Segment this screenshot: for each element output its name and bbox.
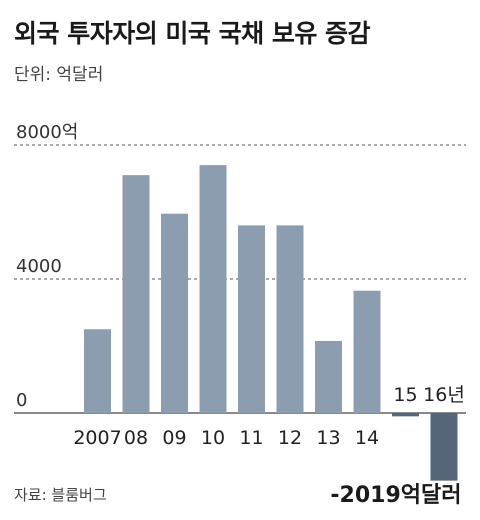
x-tick-label: 14 bbox=[355, 427, 379, 449]
labels: 0 4000 8000억 2007 08 09 10 11 12 13 14 15 16년 -2019억달… bbox=[16, 122, 465, 508]
x-tick-label: 2007 bbox=[73, 427, 121, 449]
bars bbox=[84, 165, 458, 481]
y-tick-label: 4000 bbox=[16, 256, 62, 277]
bar bbox=[238, 225, 265, 413]
x-tick-label: 12 bbox=[278, 427, 302, 449]
x-tick-label: 13 bbox=[316, 427, 340, 449]
bar bbox=[199, 165, 227, 413]
x-tick-label: 11 bbox=[239, 427, 263, 449]
negative-value-label: -2019억달러 bbox=[330, 483, 461, 508]
x-tick-label: 15 bbox=[393, 384, 417, 406]
y-tick-label: 0 bbox=[16, 390, 27, 411]
bar bbox=[276, 225, 304, 413]
y-tick-label: 8000억 bbox=[16, 122, 78, 143]
chart-title: 외국 투자자의 미국 국채 보유 증감 bbox=[14, 19, 371, 48]
x-tick-label: 09 bbox=[162, 427, 186, 449]
bar bbox=[353, 290, 381, 413]
source-note: 자료: 블룸버그 bbox=[14, 486, 107, 504]
x-tick-label: 08 bbox=[124, 427, 148, 449]
bar bbox=[430, 413, 458, 481]
bar bbox=[315, 340, 342, 413]
bar bbox=[161, 213, 188, 413]
bar bbox=[392, 413, 419, 417]
unit-label: 단위: 억달러 bbox=[14, 65, 104, 85]
x-tick-label: 16년 bbox=[423, 384, 465, 406]
bar bbox=[122, 175, 150, 413]
x-tick-label: 10 bbox=[201, 427, 225, 449]
bar bbox=[84, 329, 111, 413]
